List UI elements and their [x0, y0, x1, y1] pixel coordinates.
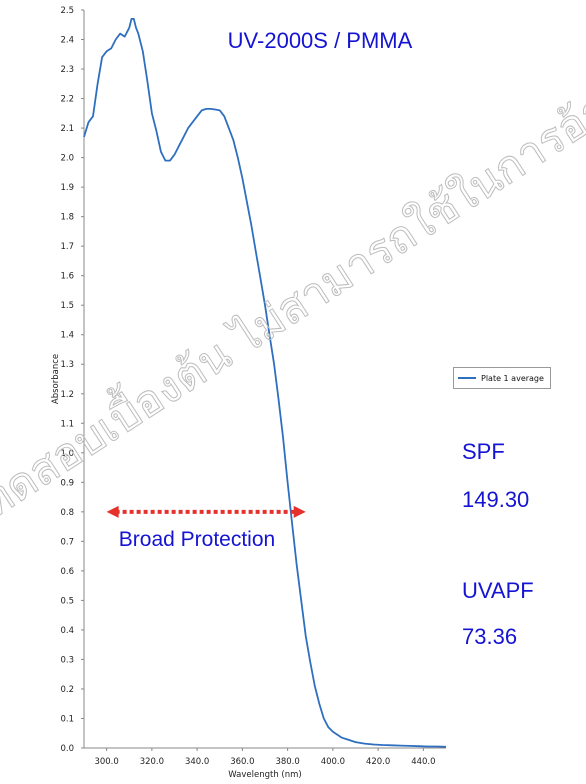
chart-title: UV-2000S / PMMA: [228, 28, 413, 53]
x-tick-label: 340.0: [185, 757, 209, 767]
arrow-head-left: [106, 505, 119, 518]
x-tick-label: 360.0: [230, 757, 254, 767]
y-tick-label: 1.7: [60, 242, 74, 252]
y-tick-label: 2.1: [60, 124, 74, 134]
x-axis-ticks: 300.0 320.0 340.0 360.0 380.0 400.0 420.0 440.0: [94, 748, 436, 767]
y-tick-label: 2.4: [60, 36, 74, 46]
y-tick-label: 1.2: [60, 390, 74, 400]
uvapf-label: UVAPF: [462, 578, 534, 603]
series-layer: [83, 17, 447, 748]
y-axis-title: Absorbance: [51, 354, 61, 404]
x-tick-label: 420.0: [366, 757, 390, 767]
y-tick-label: 1.3: [60, 360, 74, 370]
x-axis-title: Wavelength (nm): [228, 770, 301, 780]
y-tick-label: 2.3: [60, 65, 74, 75]
y-tick-label: 0.5: [60, 596, 74, 606]
chart-legend: Plate 1 average: [453, 367, 551, 389]
y-tick-label: 2.2: [60, 95, 74, 105]
y-tick-label: 0.4: [60, 626, 74, 636]
y-tick-label: 0.6: [60, 567, 74, 577]
y-tick-label: 1.0: [60, 449, 74, 459]
x-tick-label: 400.0: [321, 757, 345, 767]
x-tick-label: 300.0: [94, 757, 118, 767]
x-tick-label: 440.0: [411, 757, 435, 767]
y-tick-label: 0.2: [60, 685, 74, 695]
y-tick-label: 0.0: [60, 744, 74, 754]
x-tick-label: 380.0: [275, 757, 299, 767]
protection-arrow: [106, 505, 306, 518]
uvapf-value: 73.36: [462, 624, 518, 649]
y-tick-label: 1.1: [60, 419, 74, 429]
y-tick-label: 0.3: [60, 655, 74, 665]
arrow-head-right: [293, 505, 306, 518]
spf-label: SPF: [462, 439, 505, 464]
series-line-plate-1-average: [83, 17, 447, 748]
y-tick-label: 2.0: [60, 154, 74, 164]
y-tick-label: 1.9: [60, 183, 74, 193]
y-tick-label: 1.4: [60, 331, 74, 341]
y-tick-label: 1.8: [60, 213, 74, 223]
y-tick-label: 2.5: [60, 6, 74, 16]
x-tick-label: 320.0: [140, 757, 164, 767]
broad-protection-label: Broad Protection: [119, 528, 275, 551]
y-tick-label: 0.1: [60, 714, 74, 724]
y-tick-label: 0.7: [60, 537, 74, 547]
y-tick-label: 1.5: [60, 301, 74, 311]
legend-swatch: [458, 377, 476, 379]
spf-value: 149.30: [462, 487, 530, 512]
y-tick-label: 0.8: [60, 508, 74, 518]
legend-label: Plate 1 average: [481, 373, 544, 383]
y-tick-label: 0.9: [60, 478, 74, 488]
y-axis-ticks: 0.0 0.1 0.2 0.3 0.4 0.5 0.6 0.7 0.8 0.9 1.0 1.1 1.2 1…: [60, 6, 84, 754]
y-tick-label: 1.6: [60, 272, 74, 282]
